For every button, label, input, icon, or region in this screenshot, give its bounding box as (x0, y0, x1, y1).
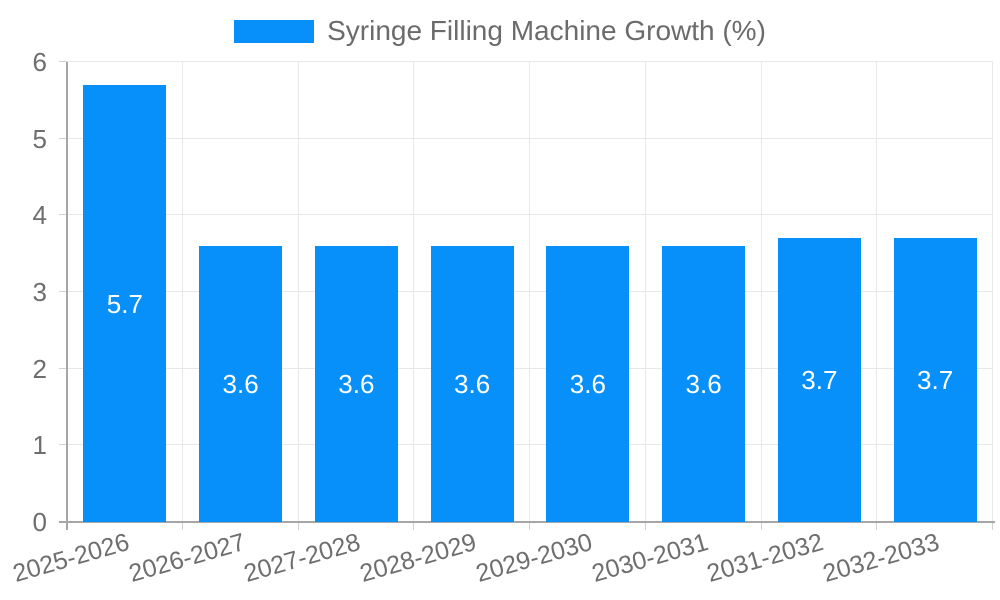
legend-swatch (234, 19, 315, 43)
bar-value-label: 3.6 (454, 369, 491, 399)
y-tick-label: 0 (32, 507, 47, 537)
chart-legend-item[interactable]: Syringe Filling Machine Growth (%) (0, 17, 1000, 45)
gridline-vertical (297, 62, 299, 522)
gridline-horizontal (67, 61, 993, 62)
gridline-vertical (760, 62, 762, 522)
gridline-vertical (413, 62, 415, 522)
y-tick-mark (59, 61, 67, 62)
bar-value-label: 3.6 (569, 369, 606, 399)
x-tick-mark (760, 522, 762, 530)
y-axis-line (66, 62, 68, 530)
bar-value-label: 3.6 (685, 369, 722, 399)
x-axis-line (59, 521, 995, 523)
gridline-vertical (529, 62, 530, 522)
gridline-horizontal (67, 137, 993, 139)
gridline-vertical (181, 62, 183, 522)
x-tick-mark (644, 522, 646, 530)
bar[interactable] (314, 246, 398, 522)
gridline-horizontal (67, 444, 993, 446)
x-tick-mark (992, 522, 993, 530)
gridline-vertical (992, 62, 993, 522)
x-tick-mark (297, 522, 299, 530)
gridline-horizontal (67, 367, 993, 369)
bar[interactable] (893, 238, 977, 522)
y-tick-mark (59, 137, 67, 139)
bar[interactable] (546, 246, 630, 522)
plot-area: 5.7 3.6 3.6 3.6 3.6 3.6 3.7 3.7 (59, 61, 995, 530)
y-tick-mark (59, 291, 67, 292)
x-tick-mark (529, 522, 530, 530)
x-tick-mark (181, 522, 183, 530)
bar-value-label: 3.7 (917, 365, 954, 396)
gridline-horizontal (67, 291, 993, 292)
gridline-vertical (644, 62, 646, 522)
y-tick-label: 2 (32, 353, 47, 384)
x-tick-mark (876, 522, 878, 530)
y-tick-mark (59, 367, 67, 369)
bar-value-label: 3.6 (222, 369, 259, 399)
bar[interactable] (777, 238, 861, 522)
y-tick-label: 6 (32, 47, 47, 77)
x-tick-mark (413, 522, 415, 530)
bar[interactable] (199, 246, 283, 522)
y-tick-label: 5 (32, 123, 47, 154)
bar[interactable] (662, 246, 746, 522)
bar-value-label: 3.7 (801, 365, 838, 396)
gridline-vertical (876, 62, 878, 522)
gridline-horizontal (67, 214, 993, 216)
y-tick-label: 4 (32, 200, 47, 231)
y-tick-label: 3 (32, 277, 47, 307)
y-tick-mark (59, 444, 67, 446)
y-tick-mark (59, 214, 67, 216)
legend-label: Syringe Filling Machine Growth (%) (327, 15, 766, 46)
bar[interactable] (83, 85, 167, 522)
bar-value-label: 5.7 (106, 288, 143, 319)
y-tick-label: 1 (32, 430, 47, 461)
bar[interactable] (430, 246, 514, 522)
bar-value-label: 3.6 (338, 369, 375, 399)
